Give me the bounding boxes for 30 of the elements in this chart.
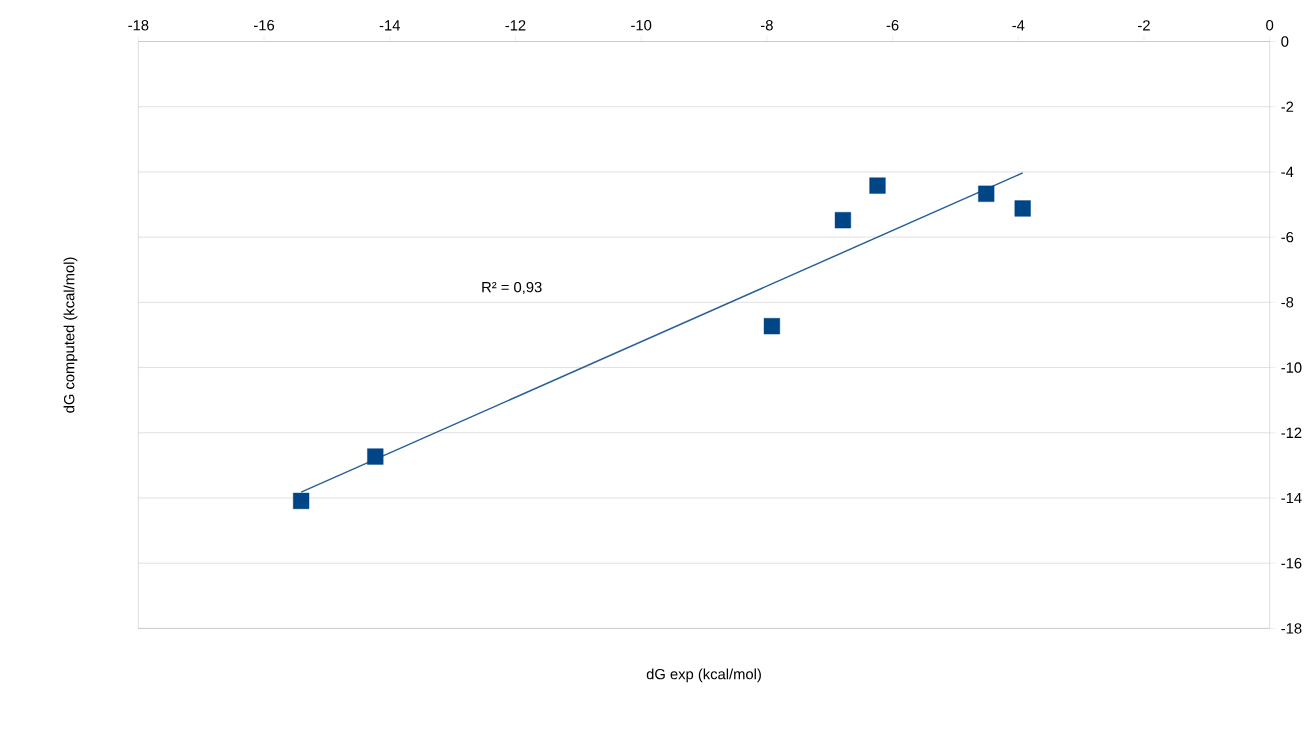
x-tick-label: -6: [886, 19, 899, 31]
point: [869, 177, 886, 194]
point: [1014, 200, 1031, 217]
x-tick-label: -10: [631, 19, 652, 31]
x-tick-label: -16: [254, 19, 275, 31]
x-tick-label: -8: [760, 19, 773, 31]
x-tick-label: -2: [1138, 20, 1150, 31]
y-axis-title: dG computed (kcal/mol): [63, 257, 78, 413]
y-tick-label: -8: [1281, 297, 1294, 308]
y-tick-label: -4: [1281, 166, 1294, 177]
x-tick-label: -14: [379, 20, 400, 31]
x-tick-label: -4: [1012, 20, 1025, 31]
y-tick-label: -2: [1281, 101, 1294, 112]
y-tick-label: -6: [1281, 231, 1294, 243]
y-tick-label: -14: [1281, 492, 1302, 503]
point: [834, 211, 852, 229]
point: [978, 185, 995, 202]
y-tick-label: 0: [1281, 36, 1289, 47]
y-tick-label: -12: [1281, 427, 1302, 438]
x-tick-label: 0: [1266, 19, 1274, 31]
point: [367, 448, 384, 465]
y-tick-label: -16: [1281, 557, 1302, 569]
point: [293, 492, 310, 509]
x-axis-title: dG exp (kcal/mol): [646, 668, 761, 683]
y-tick-label: -18: [1281, 623, 1302, 634]
x-tick-label: -18: [128, 19, 149, 31]
x-tick-label: -12: [505, 20, 526, 31]
y-tick-label: -10: [1281, 362, 1302, 373]
annotation: R² = 0,93: [482, 281, 542, 294]
point: [763, 317, 780, 335]
